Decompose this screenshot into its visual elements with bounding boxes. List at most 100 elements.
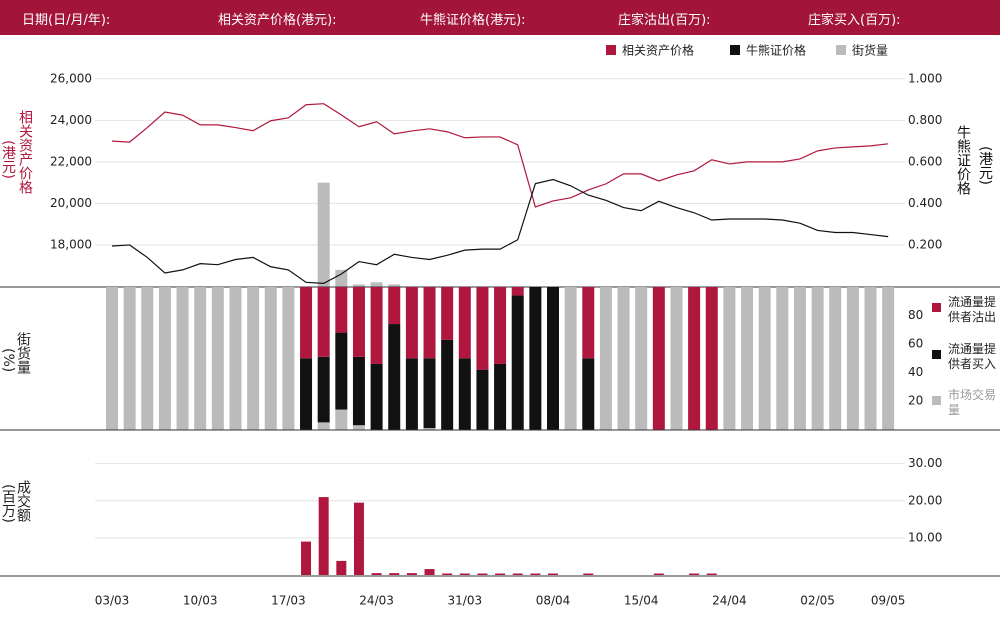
legend-label: 流通量提供者买入 [948,342,997,371]
axis-title: (百万) [0,484,16,523]
bar [335,269,348,287]
bar-segment [564,287,577,430]
bar-segment [370,363,383,430]
bar-segment [458,287,471,359]
bar-segment [352,356,365,426]
bar-segment [106,287,118,430]
bar-segment [300,287,313,359]
legend-swatch [730,45,740,55]
bar-segment [352,425,365,430]
bar-segment [494,363,507,430]
bar-segment [829,287,842,430]
bar [389,573,400,575]
bar-segment [670,287,683,430]
x-tick-label: 15/04 [624,594,659,608]
bar [370,282,383,287]
bar [459,573,470,575]
x-tick-label: 10/03 [183,594,218,608]
bar-segment [123,287,136,430]
bar [406,573,417,575]
y-tick-label: 26,000 [50,71,92,85]
axis-title: 牛熊证价格 [955,125,971,195]
bar-segment [176,287,189,430]
bar-segment [864,287,877,430]
bar [548,573,558,575]
bar-segment [194,287,207,430]
bar [371,573,382,575]
bar-segment [741,287,754,430]
bar [477,573,488,575]
bar-segment [158,287,171,430]
bar [353,502,364,575]
bar-segment [882,287,895,430]
y-tick-label: 22,000 [50,154,92,168]
bar-segment [476,369,489,430]
bar-segment [441,287,454,340]
axis-title: 成交额 [15,480,31,522]
bar-segment [547,287,559,430]
bar-segment [582,287,595,359]
bar [318,497,329,575]
x-tick-label: 31/03 [448,594,483,608]
bar-segment [599,287,612,430]
bar-segment [652,287,665,430]
bar-segment [317,422,330,430]
y-tick-label: 20.00 [908,493,942,507]
bar-segment [211,287,224,430]
bar-segment [335,332,348,410]
legend-swatch [932,350,941,359]
y-tick-label: 0.200 [908,237,942,251]
bar [301,541,312,575]
bar-segment [229,287,242,430]
bar-segment [423,287,436,359]
bar-segment [476,287,489,370]
bar-segment [705,287,718,430]
header-bar: 日期(日/月/年): 相关资产价格(港元): 牛熊证价格(港元): 庄家沽出(百万):… [0,0,1000,35]
legend-label: 牛熊证价格 [746,43,806,58]
legend-label: 街货量 [852,43,888,58]
x-tick-label: 02/05 [800,594,835,608]
y-tick-label: 24,000 [50,113,92,127]
y-tick-label: 60 [908,337,923,351]
bar-segment [247,287,260,430]
bar [388,284,401,287]
axis-title: (%) [0,348,16,373]
x-tick-label: 08/04 [536,594,571,608]
legend-label: 相关资产价格 [622,43,694,58]
bar-segment [529,287,542,430]
bar [706,573,717,575]
bar-segment [141,287,154,430]
y-tick-label: 1.000 [908,71,942,85]
bar-segment [441,339,454,430]
y-tick-label: 0.800 [908,113,942,127]
bar [424,569,435,575]
header-label: 日期(日/月/年): [22,13,111,28]
bar-segment [405,287,418,359]
bar-segment [688,287,701,430]
bar-segment [423,358,436,429]
bar [512,573,523,575]
bar [689,573,700,575]
legend-label: 流通量提供者沽出 [948,295,997,324]
y-tick-label: 18,000 [50,237,92,251]
bar-segment [458,358,471,430]
header-label: 相关资产价格(港元): [218,13,337,28]
bar-segment [405,358,418,430]
bar-segment [317,356,330,423]
bar-segment [811,287,824,430]
line [111,103,889,208]
y-tick-label: 80 [908,308,923,322]
bar-segment [494,287,507,364]
y-tick-label: 30.00 [908,456,942,470]
y-tick-label: 20 [908,394,923,408]
x-tick-label: 03/03 [95,594,130,608]
bar-segment [423,428,436,430]
bar [653,573,664,575]
bar-segment [317,287,330,357]
bar-segment [300,358,313,430]
x-tick-label: 09/05 [871,594,906,608]
bar-segment [388,287,401,325]
bar-segment [352,287,365,357]
y-tick-label: 20,000 [50,196,92,210]
